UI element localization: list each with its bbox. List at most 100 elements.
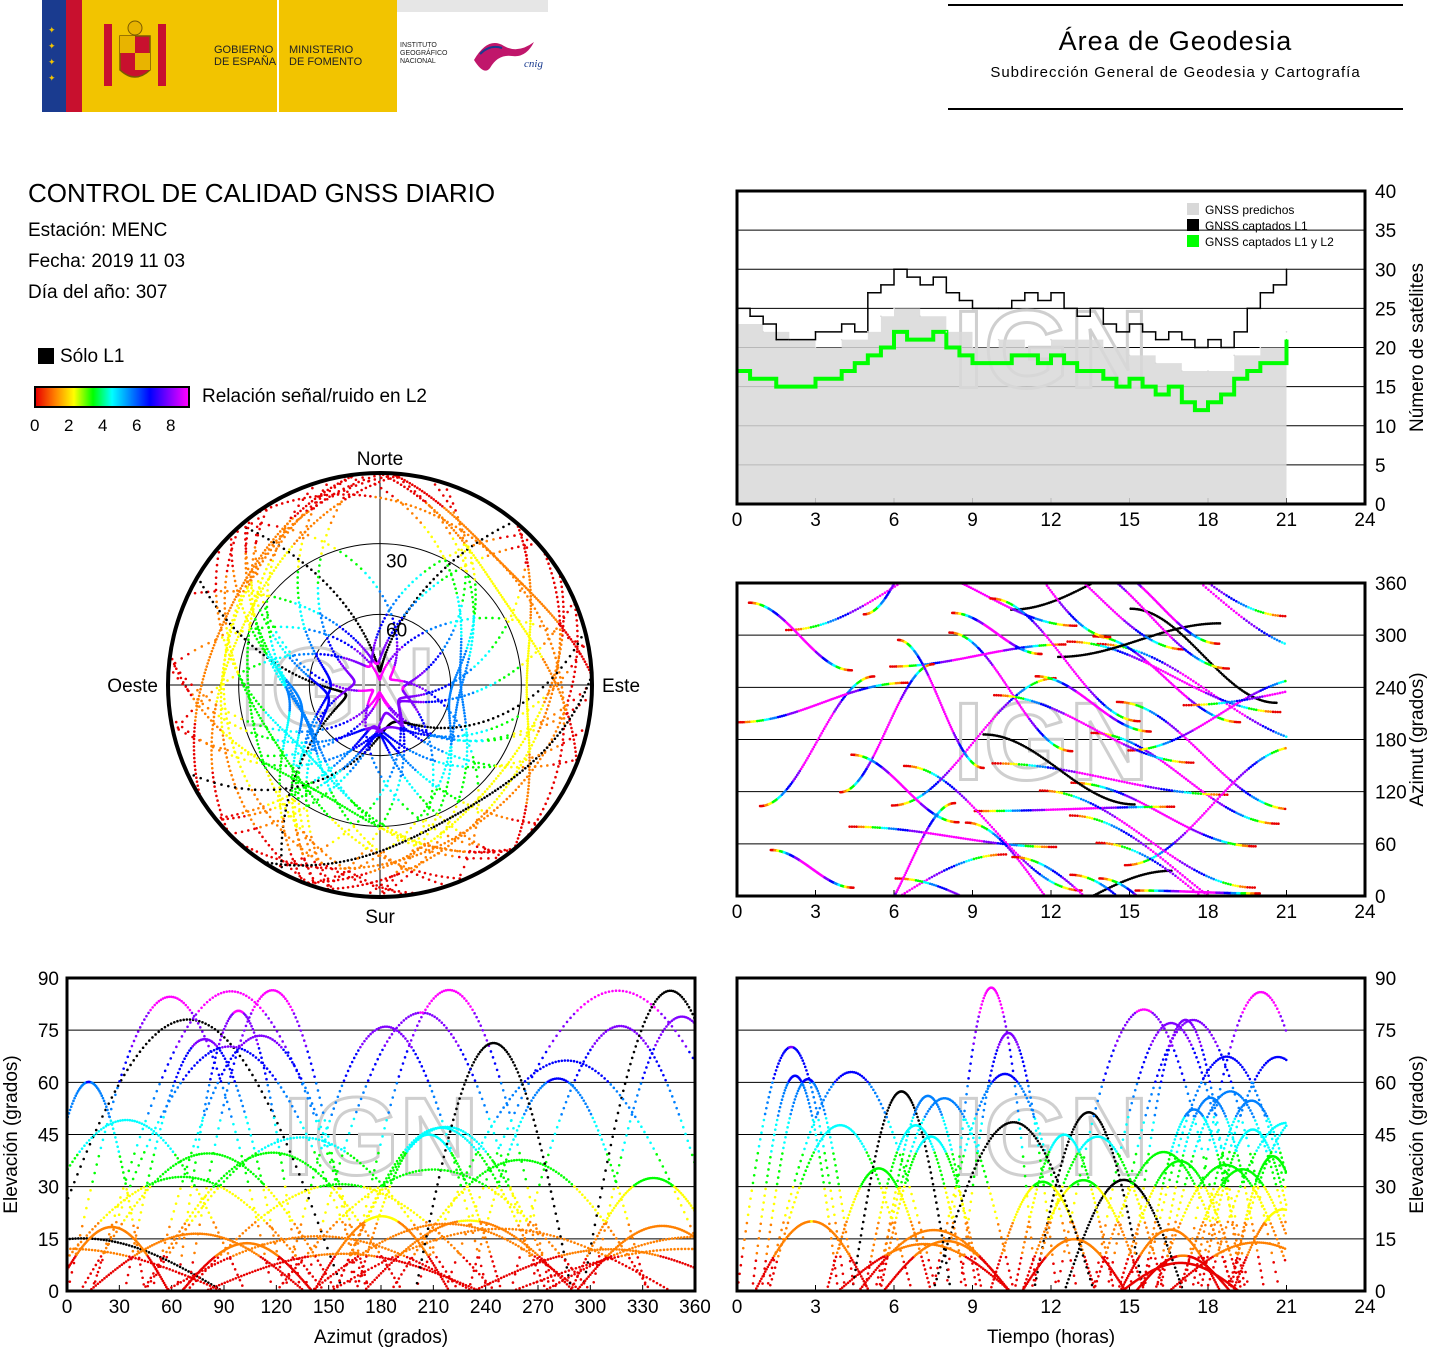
track-point xyxy=(291,1256,295,1259)
track-point xyxy=(434,1271,437,1275)
track-point xyxy=(1117,827,1121,831)
track-point xyxy=(613,1025,617,1029)
track-point xyxy=(1217,642,1221,645)
track-point xyxy=(1188,880,1192,883)
track-point xyxy=(841,614,845,618)
track-point xyxy=(323,1238,326,1241)
track-point xyxy=(94,1224,97,1228)
track-point xyxy=(1015,695,1018,699)
track-point xyxy=(1215,587,1219,591)
track-point xyxy=(1060,808,1064,811)
track-point xyxy=(637,1088,641,1091)
track-point xyxy=(1055,597,1058,600)
track-point xyxy=(666,1023,670,1026)
track-point xyxy=(949,889,952,893)
track-point xyxy=(1004,853,1008,856)
track-point xyxy=(204,1022,207,1025)
track-point xyxy=(591,1205,595,1209)
track-point xyxy=(237,1275,240,1279)
track-point xyxy=(1220,793,1224,796)
track-point xyxy=(1196,792,1200,795)
track-point xyxy=(1165,758,1168,761)
track-point xyxy=(1212,877,1216,881)
track-point xyxy=(1175,838,1179,842)
track-point xyxy=(1261,695,1264,698)
track-point xyxy=(1133,748,1137,751)
track-point xyxy=(1183,824,1187,828)
track-point xyxy=(1086,782,1090,786)
track-point xyxy=(1244,604,1248,608)
track-point xyxy=(929,832,933,835)
track-point xyxy=(864,825,868,829)
track-point xyxy=(1184,674,1187,678)
track-point xyxy=(1026,715,1030,719)
track-point xyxy=(1162,757,1166,761)
track-point xyxy=(612,1253,616,1257)
track-point xyxy=(1179,835,1183,839)
track-point xyxy=(1275,701,1278,705)
track-point xyxy=(1233,700,1236,703)
track-point xyxy=(606,1028,610,1032)
track-point xyxy=(531,1249,535,1253)
track-point xyxy=(1060,711,1063,714)
track-point xyxy=(1156,854,1160,857)
track-point xyxy=(980,839,984,843)
track-point xyxy=(1017,763,1021,766)
track-point xyxy=(1216,797,1220,801)
track-point xyxy=(878,826,882,830)
track-point xyxy=(1151,850,1155,854)
track-point xyxy=(159,1178,163,1182)
track-point xyxy=(1227,777,1230,780)
track-point xyxy=(1202,703,1206,706)
track-point xyxy=(591,1045,594,1048)
track-point xyxy=(1022,844,1025,848)
track-point xyxy=(981,592,985,596)
data-point xyxy=(1102,378,1105,380)
track-point xyxy=(1186,779,1190,783)
track-point xyxy=(1140,750,1144,754)
track-point xyxy=(944,773,947,777)
track-point xyxy=(1189,678,1193,681)
track-point xyxy=(1054,808,1057,811)
data-point xyxy=(945,291,948,294)
track-point xyxy=(279,1128,282,1132)
track-point xyxy=(278,1261,282,1265)
track-point xyxy=(982,840,986,843)
track-point xyxy=(1263,694,1267,698)
track-point xyxy=(1205,757,1209,760)
satellite-track xyxy=(894,582,1078,898)
track-point xyxy=(1088,773,1092,777)
track-point xyxy=(645,1066,648,1069)
track-point xyxy=(1171,818,1175,821)
track-point xyxy=(1173,856,1177,860)
series-l1l2-line xyxy=(737,329,1289,413)
track-point xyxy=(1275,822,1278,825)
track-point xyxy=(618,1192,622,1195)
track-point xyxy=(313,1213,317,1216)
track-point xyxy=(217,1184,220,1188)
track-point xyxy=(1191,791,1195,795)
track-point xyxy=(1278,691,1282,695)
track-point xyxy=(942,710,946,714)
track-point xyxy=(1171,759,1175,763)
track-point xyxy=(558,1119,561,1122)
track-point xyxy=(1115,817,1119,820)
track-point xyxy=(1092,642,1096,646)
track-point xyxy=(1041,765,1045,769)
track-point xyxy=(464,1283,468,1287)
track-point xyxy=(1255,626,1259,630)
track-point xyxy=(1056,648,1059,652)
data-point xyxy=(867,331,869,333)
track-point xyxy=(808,752,812,756)
track-point xyxy=(1207,792,1211,796)
track-point xyxy=(943,712,947,716)
track-point xyxy=(1091,803,1095,806)
track-point xyxy=(631,1028,634,1032)
track-point xyxy=(982,817,986,820)
track-point xyxy=(570,1182,574,1186)
track-point xyxy=(276,1121,279,1125)
track-point xyxy=(910,829,914,833)
track-point xyxy=(1208,835,1212,839)
track-point xyxy=(383,1267,387,1271)
track-point xyxy=(1094,731,1098,735)
